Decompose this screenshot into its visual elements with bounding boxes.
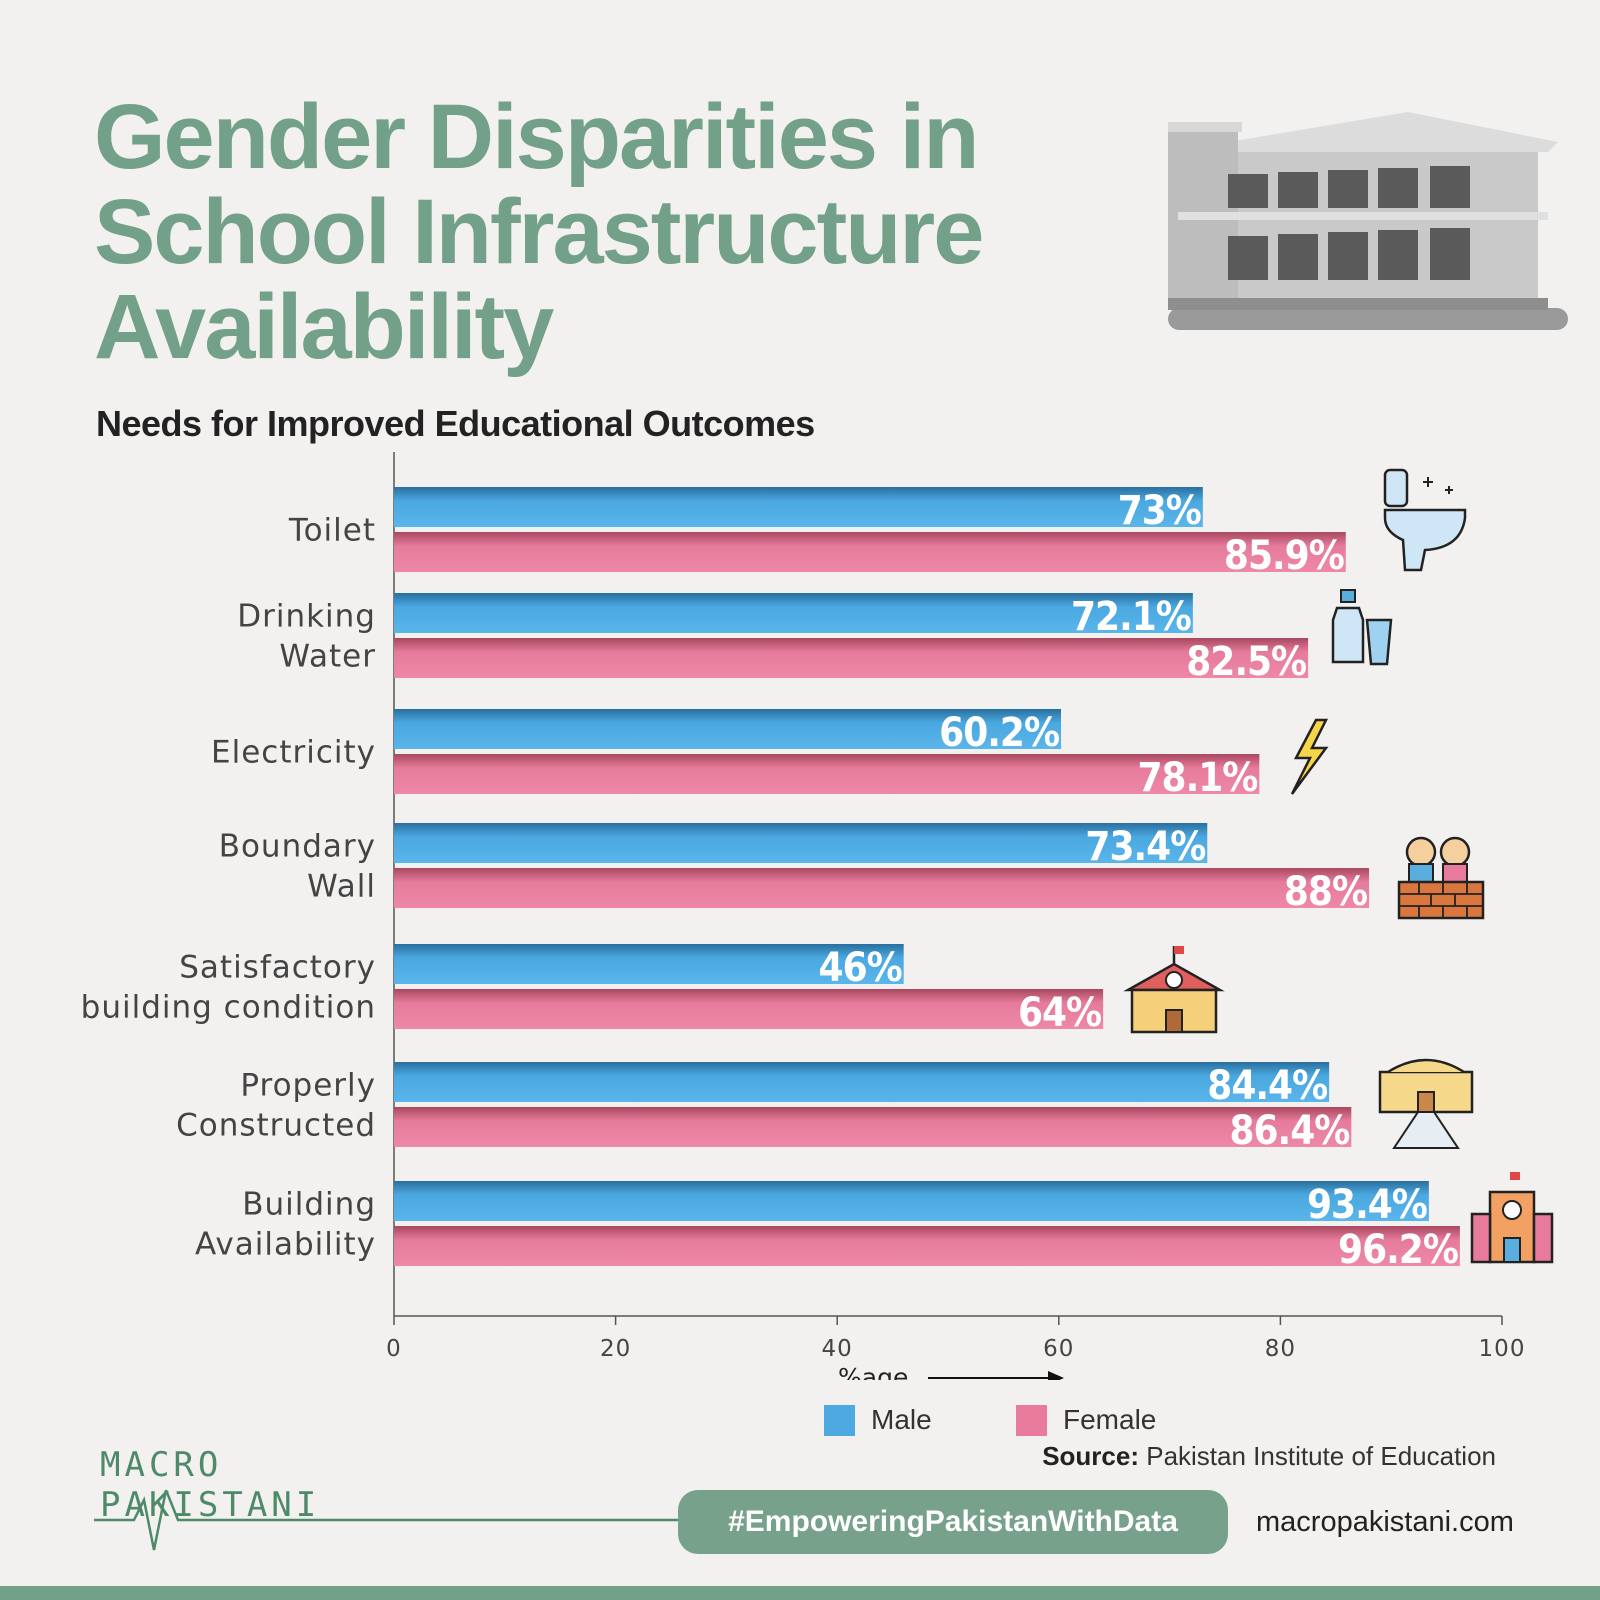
- bar-female: [394, 868, 1370, 908]
- category-label: Drinking: [237, 599, 376, 635]
- bar-female: [394, 638, 1309, 678]
- bar-male: [394, 593, 1193, 633]
- school-building-icon: [1378, 1058, 1474, 1149]
- page-title: Gender Disparities in School Infrastruct…: [94, 90, 1174, 375]
- legend-item-female: Female: [1016, 1404, 1156, 1436]
- x-tick-label: 0: [386, 1336, 402, 1362]
- bar-male: [394, 944, 904, 984]
- bar-male: [394, 1062, 1330, 1102]
- legend-swatch-female: [1016, 1404, 1047, 1436]
- category-label: Building: [242, 1187, 376, 1223]
- bar-female: [394, 1107, 1352, 1147]
- legend-item-male: Male: [824, 1404, 932, 1436]
- data-label-female: 82.5%: [1186, 639, 1306, 685]
- legend-swatch-male: [824, 1404, 855, 1436]
- category-label: Boundary: [219, 829, 376, 865]
- bar-female: [394, 989, 1104, 1029]
- title-line-3: Availability: [94, 276, 554, 378]
- bar-male: [394, 709, 1062, 749]
- category-label: Water: [279, 639, 376, 675]
- x-axis-label: %age: [838, 1363, 908, 1380]
- x-tick-label: 100: [1479, 1336, 1526, 1362]
- website-link[interactable]: macropakistani.com: [1256, 1506, 1514, 1538]
- logo-pulse-line: [94, 1490, 714, 1551]
- bar-female: [394, 1226, 1460, 1266]
- source-text: Pakistan Institute of Education: [1139, 1441, 1496, 1471]
- data-label-male: 73%: [1118, 488, 1201, 534]
- category-label: Constructed: [176, 1108, 376, 1144]
- source-note: Source: Pakistan Institute of Education: [1042, 1441, 1496, 1472]
- school-house-icon: [1123, 946, 1225, 1034]
- toilet-icon: [1383, 468, 1467, 572]
- lightning-icon: [1290, 718, 1329, 795]
- chart-subtitle: Needs for Improved Educational Outcomes: [96, 403, 815, 444]
- x-tick-label: 40: [822, 1336, 853, 1362]
- data-label-male: 46%: [819, 945, 902, 991]
- logo-line-1: MACRO: [100, 1445, 223, 1485]
- title-line-2: School Infrastructure: [94, 181, 984, 283]
- x-tick-label: 80: [1265, 1336, 1296, 1362]
- hashtag-badge: #EmpoweringPakistanWithData: [678, 1490, 1228, 1554]
- category-label: Satisfactory: [179, 950, 376, 986]
- data-label-female: 88%: [1284, 869, 1367, 915]
- hospital-building-icon: [1470, 1172, 1554, 1264]
- data-label-female: 86.4%: [1229, 1108, 1349, 1154]
- category-label: Wall: [307, 869, 376, 905]
- title-line-1: Gender Disparities in: [94, 86, 979, 188]
- school-building-photo: [1168, 112, 1568, 330]
- x-tick-label: 60: [1043, 1336, 1074, 1362]
- data-label-male: 93.4%: [1307, 1182, 1427, 1228]
- x-axis-arrowhead: [1048, 1371, 1064, 1380]
- bar-male: [394, 1181, 1429, 1221]
- category-label: Properly: [240, 1068, 376, 1104]
- bar-male: [394, 823, 1208, 863]
- category-label: building condition: [81, 990, 376, 1026]
- bar-male: [394, 487, 1203, 527]
- data-label-male: 84.4%: [1207, 1063, 1327, 1109]
- footer-bar: [0, 1586, 1600, 1600]
- children-wall-icon: [1397, 836, 1485, 920]
- legend-label-male: Male: [871, 1404, 932, 1435]
- bar-chart: 0 20 40 60 80 100 %age Toilet 73% 85.9% Drinking W…: [81, 452, 1554, 1380]
- bar-female: [394, 754, 1260, 794]
- x-tick-label: 20: [600, 1336, 631, 1362]
- category-label: Toilet: [288, 513, 376, 549]
- data-label-female: 78.1%: [1138, 755, 1258, 801]
- bar-female: [394, 532, 1346, 572]
- data-label-male: 73.4%: [1085, 824, 1205, 870]
- data-label-female: 96.2%: [1338, 1227, 1458, 1273]
- data-label-female: 85.9%: [1224, 533, 1344, 579]
- brand-logo: MACRO PAKISTANI: [100, 1445, 320, 1525]
- legend-label-female: Female: [1063, 1404, 1157, 1435]
- water-bottle-icon: [1331, 589, 1393, 666]
- category-label: Electricity: [211, 735, 376, 771]
- data-label-male: 60.2%: [939, 710, 1059, 756]
- data-label-male: 72.1%: [1071, 594, 1191, 640]
- data-label-female: 64%: [1018, 990, 1101, 1036]
- source-label: Source:: [1042, 1441, 1139, 1471]
- category-label: Availability: [195, 1227, 376, 1263]
